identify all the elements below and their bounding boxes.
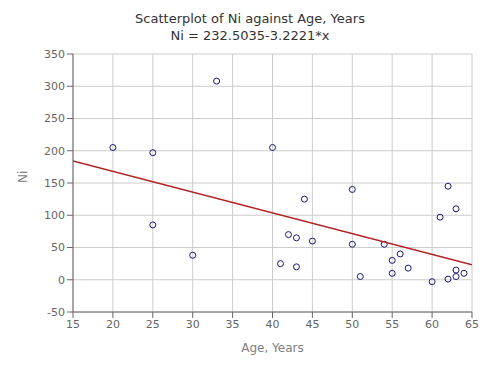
svg-text:65: 65: [465, 318, 479, 331]
svg-text:150: 150: [44, 177, 65, 190]
svg-text:300: 300: [44, 80, 65, 93]
svg-text:50: 50: [51, 241, 65, 254]
svg-text:60: 60: [425, 318, 439, 331]
svg-text:0: 0: [58, 274, 65, 287]
svg-text:45: 45: [305, 318, 319, 331]
svg-text:20: 20: [106, 318, 120, 331]
svg-text:250: 250: [44, 112, 65, 125]
html-text:Ni = 232.5035-3.2221*x: Ni = 232.5035-3.2221*x: [170, 28, 330, 43]
svg-text:Ni: Ni: [16, 171, 30, 183]
svg-text:25: 25: [146, 318, 160, 331]
svg-text:350: 350: [44, 48, 65, 61]
svg-text:100: 100: [44, 209, 65, 222]
svg-text:Age, Years: Age, Years: [241, 341, 304, 355]
svg-text:40: 40: [266, 318, 280, 331]
svg-text:50: 50: [345, 318, 359, 331]
svg-text:35: 35: [226, 318, 240, 331]
svg-text:-50: -50: [47, 306, 65, 319]
svg-text:15: 15: [66, 318, 80, 331]
svg-text:30: 30: [186, 318, 200, 331]
html-text:Scatterplot of Ni against Age,: Scatterplot of Ni against Age, Years: [135, 11, 365, 26]
svg-text:55: 55: [385, 318, 399, 331]
svg-text:200: 200: [44, 145, 65, 158]
